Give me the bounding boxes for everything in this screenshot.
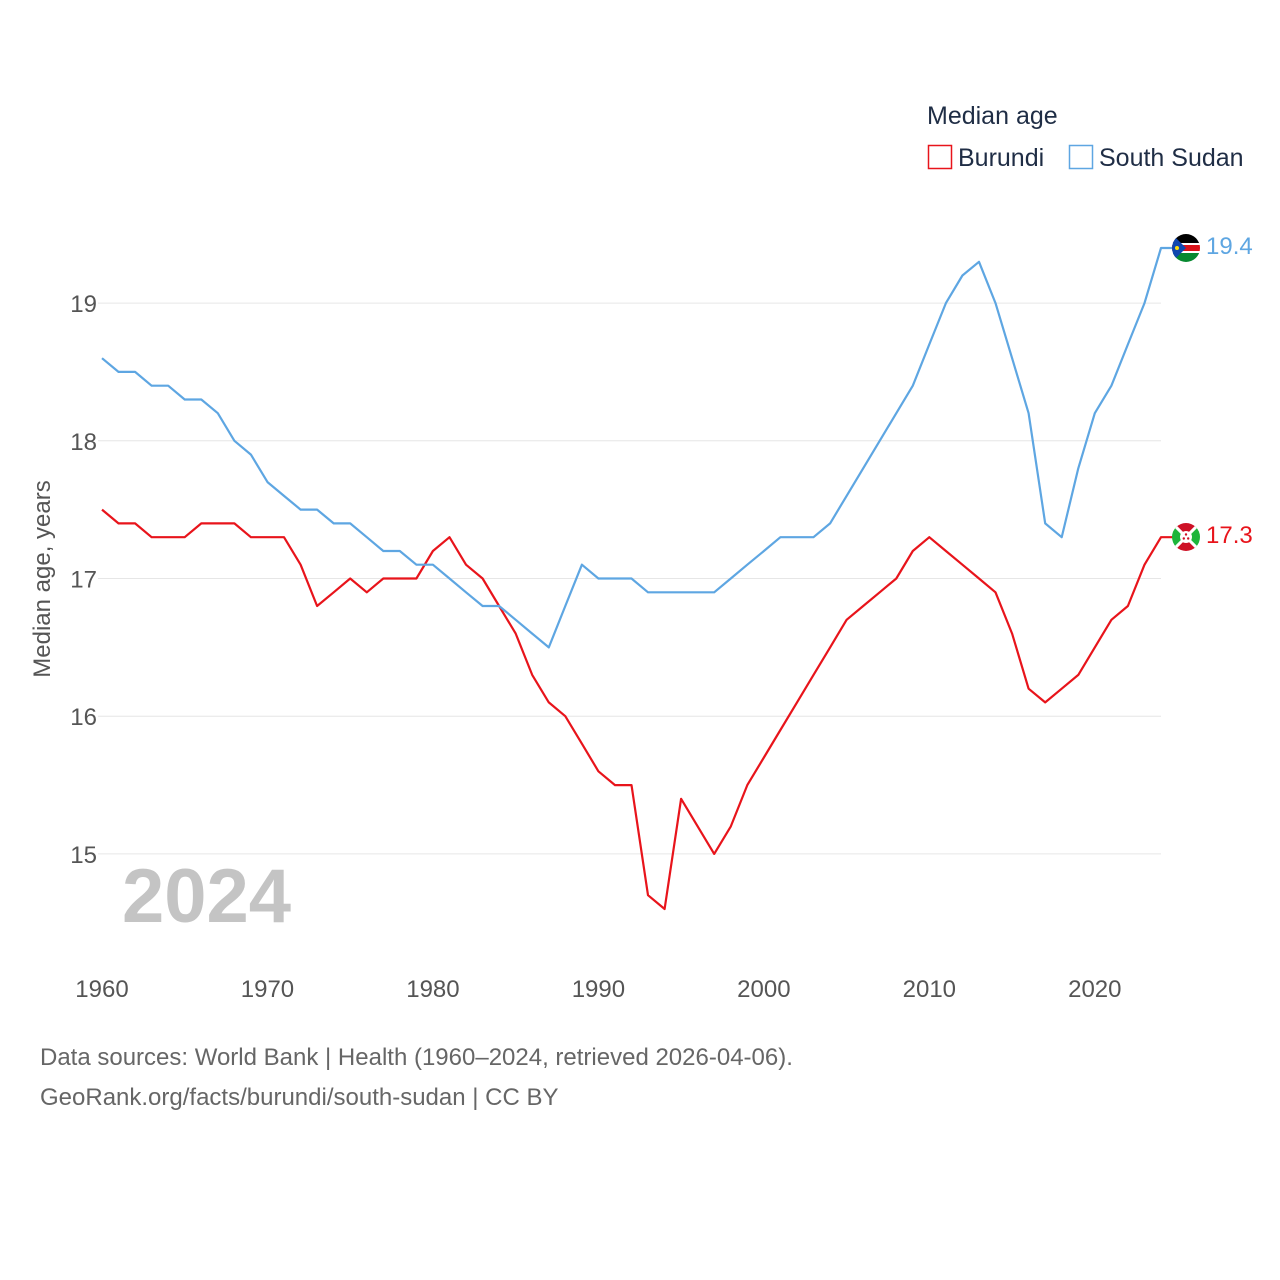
x-tick-label: 1970 xyxy=(241,976,294,1003)
x-tick-label: 1980 xyxy=(406,976,459,1003)
legend-swatch-south-sudan xyxy=(1068,144,1094,170)
series-line-south-sudan xyxy=(101,246,1173,649)
x-tick-label: 1990 xyxy=(572,976,625,1003)
legend: Median age Burundi South Sudan xyxy=(927,102,1244,172)
footer-data-sources: Data sources: World Bank | Health (1960–… xyxy=(40,1044,793,1071)
y-tick-label: 19 xyxy=(70,291,97,318)
legend-label-south-sudan: South Sudan xyxy=(1099,144,1244,172)
legend-swatch-burundi xyxy=(927,144,953,170)
end-value-burundi: 17.3 xyxy=(1206,522,1253,549)
end-value-south-sudan: 19.4 xyxy=(1206,233,1253,260)
y-axis: 15 16 17 18 19 xyxy=(70,291,97,869)
y-tick-label: 17 xyxy=(70,567,97,594)
x-tick-label: 2010 xyxy=(903,976,956,1003)
legend-item-burundi[interactable]: Burundi xyxy=(927,144,1045,172)
y-tick-label: 16 xyxy=(70,704,97,731)
legend-label-burundi: Burundi xyxy=(958,144,1044,172)
legend-title: Median age xyxy=(927,102,1058,130)
footer-attribution-link[interactable]: GeoRank.org/facts/burundi/south-sudan | … xyxy=(40,1084,559,1111)
y-axis-label: Median age, years xyxy=(29,480,56,677)
y-tick-label: 18 xyxy=(70,429,97,456)
south-sudan-flag-icon xyxy=(1172,234,1200,262)
burundi-flag-icon xyxy=(1172,523,1200,551)
x-axis: 1960 1970 1980 1990 2000 2010 2020 xyxy=(75,976,1121,1003)
y-tick-label: 15 xyxy=(70,842,97,869)
legend-item-south-sudan[interactable]: South Sudan xyxy=(1068,144,1244,172)
x-tick-label: 1960 xyxy=(75,976,128,1003)
series-lines xyxy=(101,246,1173,911)
series-line-burundi xyxy=(101,508,1173,911)
x-tick-label: 2020 xyxy=(1068,976,1121,1003)
x-tick-label: 2000 xyxy=(737,976,790,1003)
year-watermark: 2024 xyxy=(122,854,291,939)
